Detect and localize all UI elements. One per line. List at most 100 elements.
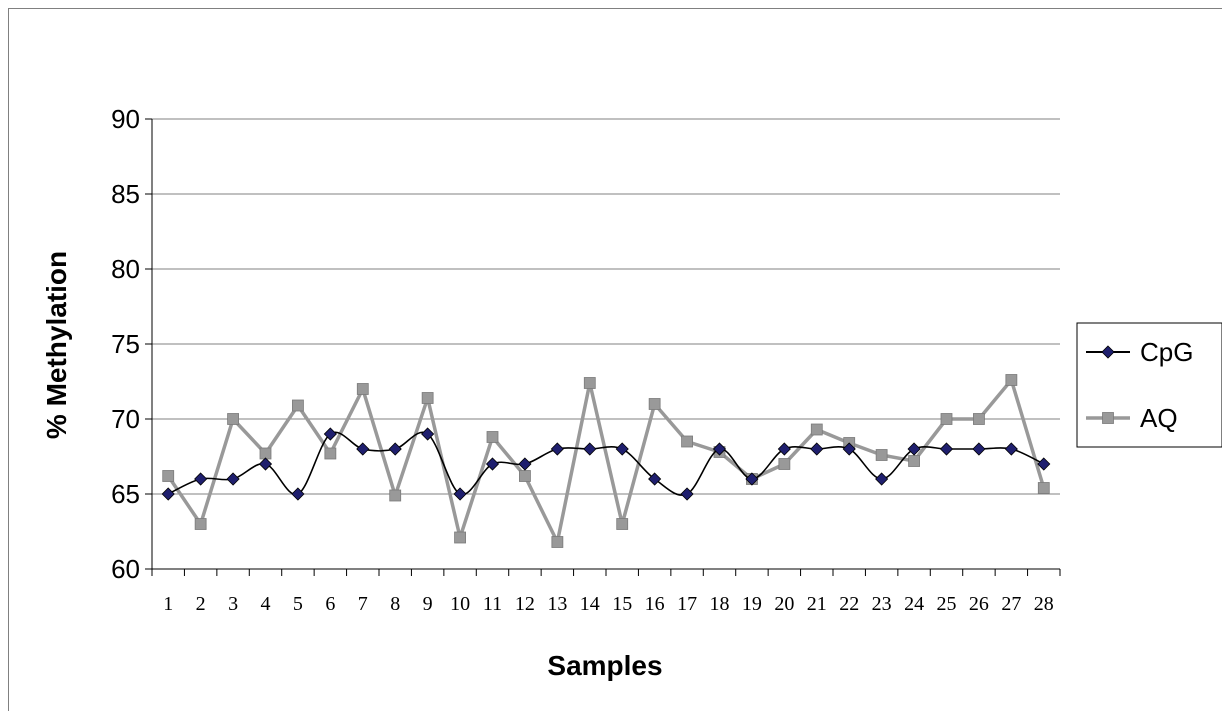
x-tick-label: 23: [872, 593, 892, 615]
legend-marker-aq: [1102, 412, 1114, 424]
x-tick-label: 21: [807, 593, 827, 615]
point-cpg: [194, 472, 208, 486]
point-cpg: [712, 442, 727, 456]
point-aq: [1005, 374, 1018, 386]
x-tick-label: 13: [547, 593, 567, 615]
x-axis-title: Samples: [547, 650, 662, 681]
x-tick-label: 26: [969, 593, 989, 615]
point-aq: [908, 455, 920, 467]
x-tick-label: 27: [1001, 593, 1021, 615]
x-tick-label: 2: [196, 593, 206, 615]
point-cpg: [453, 487, 467, 501]
x-tick-label: 7: [358, 593, 368, 615]
point-cpg: [810, 442, 824, 456]
point-aq: [194, 518, 207, 530]
point-cpg: [907, 442, 921, 456]
point-aq: [486, 431, 499, 443]
point-cpg: [648, 472, 662, 486]
point-cpg: [842, 442, 856, 456]
point-aq: [519, 470, 531, 482]
point-aq: [973, 413, 985, 425]
x-tick-label: 28: [1034, 593, 1054, 615]
point-cpg: [421, 427, 435, 441]
x-tick-label: 1: [163, 593, 173, 615]
series-cpg: [161, 427, 1051, 501]
x-tick-label: 11: [483, 593, 502, 615]
point-cpg: [583, 442, 597, 456]
point-aq: [778, 458, 791, 470]
point-aq: [162, 470, 175, 482]
y-tick-labels: 60 65 70 75 80 85 90: [111, 104, 140, 584]
legend-marker-cpg: [1101, 345, 1115, 359]
y-tick-label: 80: [111, 254, 140, 284]
point-cpg: [745, 472, 759, 486]
point-aq: [389, 489, 402, 502]
x-tick-label: 20: [774, 593, 794, 615]
point-cpg: [777, 442, 791, 456]
point-cpg: [615, 442, 629, 456]
point-aq: [681, 435, 693, 448]
point-cpg: [161, 487, 175, 501]
point-aq: [1037, 482, 1050, 494]
series-line-cpg: [167, 431, 1045, 496]
x-tick-label: 8: [390, 593, 400, 615]
point-cpg: [518, 457, 532, 471]
point-cpg: [550, 442, 564, 456]
point-aq: [551, 536, 564, 548]
point-aq: [454, 531, 466, 544]
point-cpg: [875, 472, 889, 486]
x-tick-label: 12: [515, 593, 535, 615]
point-aq: [259, 447, 272, 460]
point-aq: [227, 413, 239, 425]
point-cpg: [972, 442, 986, 456]
x-tick-label: 25: [937, 593, 957, 615]
point-cpg: [323, 427, 337, 441]
x-tick-labels: 1 2 3 4 5 6 7 8 9 10 11 12 13 14 15 16 17 18 19 20 21 22 23 24 2…: [163, 593, 1054, 615]
y-tick-label: 85: [111, 179, 140, 209]
legend-box: [1076, 322, 1222, 448]
point-cpg: [258, 457, 273, 471]
x-tick-label: 17: [677, 593, 697, 615]
point-aq: [324, 447, 337, 460]
y-tick-label: 75: [111, 329, 140, 359]
point-cpg: [226, 472, 240, 486]
x-tick-label: 19: [742, 593, 762, 615]
point-aq: [940, 413, 953, 425]
point-cpg: [1004, 442, 1018, 456]
point-cpg: [1037, 457, 1051, 471]
point-aq: [648, 398, 661, 410]
y-axis-title: % Methylation: [41, 251, 72, 439]
x-tick-label: 10: [450, 593, 470, 615]
x-tick-label: 3: [228, 593, 238, 615]
legend-label-cpg: CpG: [1140, 337, 1193, 367]
y-tick-label: 90: [111, 104, 140, 134]
legend: CpG AQ: [1076, 322, 1222, 448]
point-cpg: [356, 442, 370, 456]
point-cpg: [939, 442, 954, 456]
y-tick-label: 65: [111, 479, 140, 509]
series-line-aq: [166, 378, 1046, 544]
point-aq: [875, 449, 888, 461]
series: [161, 374, 1051, 548]
point-cpg: [680, 487, 694, 501]
point-cpg: [485, 457, 500, 471]
point-cpg: [291, 487, 305, 501]
point-cpg: [388, 442, 402, 456]
point-aq: [292, 399, 304, 412]
x-tick-label: 5: [293, 593, 303, 615]
x-tick-label: 9: [423, 593, 433, 615]
point-aq: [356, 383, 369, 395]
x-tick-label: 22: [839, 593, 859, 615]
x-tick-label: 6: [325, 593, 335, 615]
series-aq: [162, 374, 1050, 548]
gridlines: [152, 118, 1060, 495]
x-tick-label: 15: [612, 593, 632, 615]
y-tick-label: 60: [111, 554, 140, 584]
x-tick-label: 24: [904, 593, 924, 615]
point-aq: [583, 377, 596, 389]
point-aq: [616, 518, 629, 530]
x-tick-label: 16: [645, 593, 665, 615]
point-aq: [421, 392, 434, 404]
x-tick-label: 18: [710, 593, 730, 615]
